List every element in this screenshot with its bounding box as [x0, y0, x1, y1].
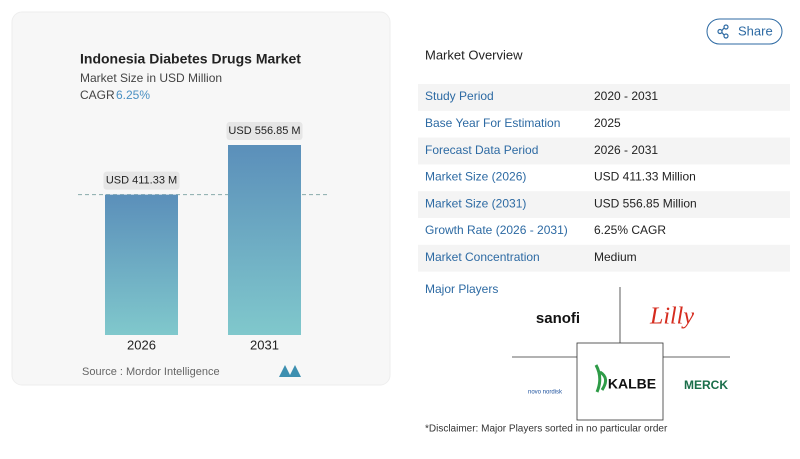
players-title: Major Players [425, 282, 498, 296]
players-grid [512, 287, 730, 421]
kalbe-icon [594, 364, 607, 393]
x-tick-label: 2031 [250, 337, 279, 352]
row-value: 2020 - 2031 [594, 89, 658, 103]
source-logo [279, 365, 301, 377]
x-tick-label: 2026 [127, 337, 156, 352]
row-label: Market Concentration [425, 250, 540, 264]
row-value: USD 411.33 Million [594, 170, 696, 184]
share-icon [717, 24, 729, 39]
row-bg [418, 84, 790, 111]
row-label: Market Size (2031) [425, 196, 526, 210]
share-label: Share [738, 23, 773, 38]
row-label: Market Size (2026) [425, 170, 526, 184]
value-label-bg [103, 171, 180, 190]
row-value: 2025 [594, 116, 621, 130]
logo-kalbe: KALBE [608, 376, 656, 392]
bar [228, 145, 301, 335]
row-label: Study Period [425, 89, 494, 103]
value-label: USD 556.85 M [228, 125, 300, 137]
source: Source : Mordor Intelligence [82, 366, 220, 378]
disclaimer: *Disclaimer: Major Players sorted in no … [425, 424, 668, 435]
chart-title: Indonesia Diabetes Drugs Market [80, 51, 301, 67]
logo-lilly: Lilly [649, 304, 694, 330]
row-value: 6.25% CAGR [594, 223, 666, 237]
row-value: Medium [594, 250, 637, 264]
row-bg [418, 191, 790, 218]
row-label: Growth Rate (2026 - 2031) [425, 223, 568, 237]
logo-novo: novo nordisk [528, 390, 563, 396]
row-value: 2026 - 2031 [594, 143, 658, 157]
row-bg [418, 137, 790, 165]
chart-subtitle: Market Size in USD Million [80, 71, 222, 85]
logo-merck: MERCK [684, 378, 728, 392]
chart-card [11, 11, 391, 386]
value-label-bg [226, 122, 303, 140]
row-label: Forecast Data Period [425, 143, 538, 157]
cagr-value: 6.25% [116, 88, 150, 102]
bar [105, 194, 178, 335]
row-value: USD 556.85 Million [594, 196, 697, 210]
value-label: USD 411.33 M [106, 175, 177, 187]
cagr-label: CAGR [80, 88, 115, 102]
overview-title: Market Overview [425, 47, 523, 62]
row-bg [418, 244, 790, 272]
logo-sanofi: sanofi [536, 310, 580, 327]
row-label: Base Year For Estimation [425, 116, 560, 130]
